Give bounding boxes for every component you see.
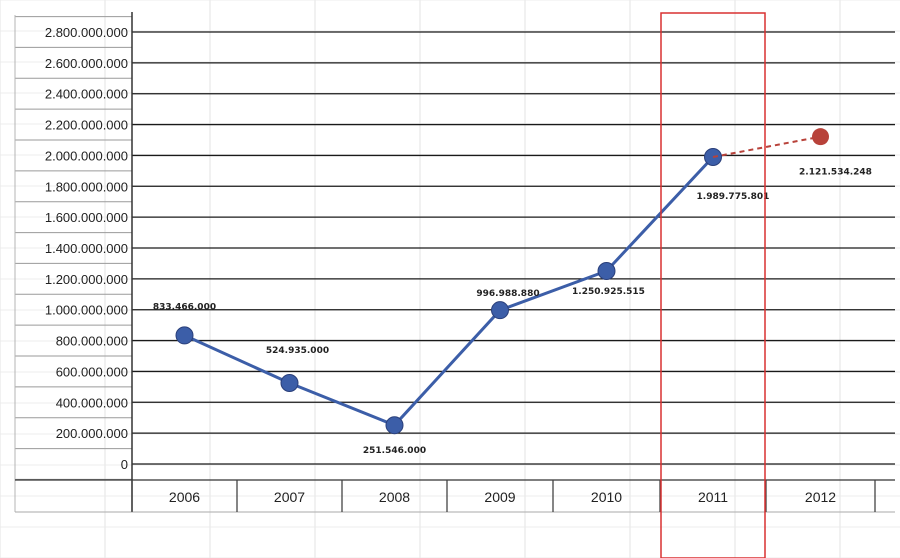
data-point xyxy=(385,416,404,435)
y-tick-label: 200.000.000 xyxy=(56,426,128,441)
data-label: 2.121.534.248 xyxy=(799,168,872,178)
y-tick-label: 1.200.000.000 xyxy=(45,272,128,287)
data-label: 1.989.775.801 xyxy=(697,192,770,202)
y-tick-label: 2.600.000.000 xyxy=(45,56,128,71)
actual-series-line xyxy=(183,155,715,427)
x-tick-label: 2006 xyxy=(169,489,200,505)
x-tick-label: 2009 xyxy=(484,489,515,505)
highlight-column xyxy=(660,12,766,558)
data-labels: 833.466.000 524.935.000 251.546.000 996.988… xyxy=(153,168,872,457)
forecast-series-line xyxy=(712,135,821,158)
x-tick-label: 2012 xyxy=(805,489,836,505)
data-point xyxy=(175,326,194,345)
y-tick-label: 2.200.000.000 xyxy=(45,118,128,133)
y-tick-label: 800.000.000 xyxy=(56,334,128,349)
data-point xyxy=(280,374,299,393)
x-tick-label: 2010 xyxy=(591,489,622,505)
y-tick-label: 1.600.000.000 xyxy=(45,210,128,225)
y-tick-label: 400.000.000 xyxy=(56,395,128,410)
y-tick-label: 2.000.000.000 xyxy=(45,148,128,163)
y-tick-label: 600.000.000 xyxy=(56,364,128,379)
y-tick-label: 1.000.000.000 xyxy=(45,303,128,318)
y-tick-label: 2.400.000.000 xyxy=(45,87,128,102)
data-label: 251.546.000 xyxy=(363,446,426,456)
highlight-rectangle xyxy=(660,12,766,558)
y-tick-label: 1.400.000.000 xyxy=(45,241,128,256)
y-tick-label: 2.800.000.000 xyxy=(45,25,128,40)
y-tick-label: 0 xyxy=(121,457,128,472)
x-tick-label: 2011 xyxy=(698,489,728,505)
y-tick-label: 1.800.000.000 xyxy=(45,179,128,194)
data-label: 833.466.000 xyxy=(153,302,216,312)
data-label: 1.250.925.515 xyxy=(572,287,645,297)
data-point xyxy=(812,128,829,146)
series-lines xyxy=(175,128,829,435)
data-point xyxy=(597,262,616,281)
axis-tick-labels: 0 200.000.000 400.000.000 600.000.000 800.00… xyxy=(45,25,836,505)
x-tick-label: 2008 xyxy=(379,489,410,505)
data-point xyxy=(491,301,509,320)
x-tick-label: 2007 xyxy=(274,489,305,505)
data-label: 996.988.880 xyxy=(476,289,539,299)
data-label: 524.935.000 xyxy=(266,346,329,356)
